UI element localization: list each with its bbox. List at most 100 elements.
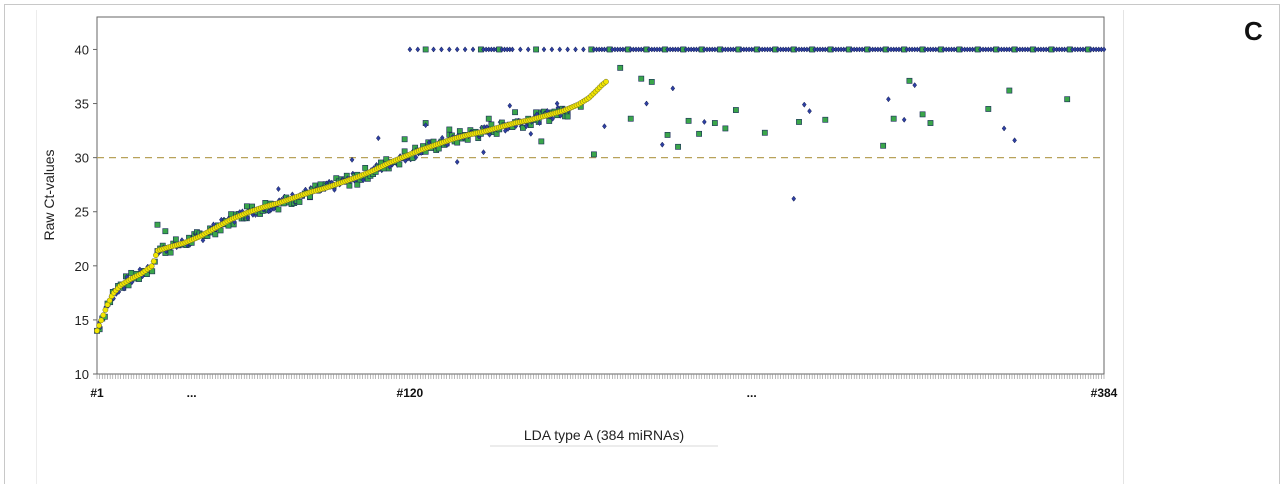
data-point — [275, 206, 282, 213]
data-point — [985, 106, 992, 112]
data-point — [431, 46, 436, 53]
data-point — [243, 203, 250, 210]
data-point — [796, 119, 802, 125]
data-point — [276, 185, 281, 193]
data-point — [423, 122, 428, 129]
data-point — [150, 258, 157, 265]
data-point — [121, 285, 127, 292]
panel-label: C — [1244, 16, 1263, 46]
data-point — [296, 199, 303, 205]
data-point — [401, 136, 408, 143]
data-point — [439, 46, 444, 53]
data-point — [346, 182, 353, 189]
data-point — [550, 115, 555, 122]
data-point — [153, 252, 159, 259]
data-point — [919, 111, 926, 118]
x-axis-label: LDA type A (384 miRNAs) — [524, 427, 684, 443]
data-point — [711, 120, 718, 126]
data-point — [245, 214, 250, 222]
x-axis: #1... #120... #384 — [90, 374, 1118, 400]
data-point — [447, 46, 452, 53]
data-point — [581, 46, 586, 53]
data-point — [1006, 87, 1013, 94]
data-point — [415, 46, 421, 53]
data-point — [128, 269, 135, 276]
data-point — [1064, 96, 1071, 103]
plot-area — [96, 16, 1105, 375]
x-tick-label: ... — [187, 386, 197, 400]
data-point — [403, 157, 408, 164]
data-point — [422, 46, 429, 53]
data-point — [407, 46, 413, 53]
data-point — [696, 130, 702, 137]
data-point — [886, 96, 891, 103]
data-point — [927, 120, 934, 126]
data-point — [733, 107, 739, 113]
data-point — [822, 116, 829, 123]
y-tick-label: 10 — [75, 367, 89, 382]
y-tick-label: 15 — [75, 313, 89, 328]
data-point — [362, 164, 369, 171]
data-point — [685, 117, 692, 124]
data-point — [510, 46, 515, 53]
x-tick-label: #1 — [90, 386, 104, 400]
data-point — [648, 79, 655, 85]
data-point — [525, 46, 531, 53]
data-point — [801, 101, 807, 108]
data-point — [890, 115, 897, 122]
data-point — [102, 307, 109, 313]
data-point — [549, 46, 555, 53]
data-point — [172, 236, 179, 243]
data-point — [154, 221, 161, 228]
data-point — [659, 141, 665, 148]
data-point — [537, 119, 542, 126]
data-point — [332, 186, 337, 193]
data-point — [487, 131, 492, 138]
y-axis: 10 15 20 25 30 35 40 — [75, 42, 97, 382]
data-point — [212, 231, 219, 238]
data-point — [538, 138, 545, 145]
data-point — [880, 142, 887, 149]
data-point — [761, 129, 768, 136]
y-tick-label: 20 — [75, 259, 89, 274]
data-point — [162, 228, 169, 235]
data-point — [462, 46, 468, 53]
x-tick-label: #120 — [397, 386, 424, 400]
y-axis-label: Raw Ct-values — [41, 149, 57, 240]
data-point — [573, 46, 578, 53]
data-point — [591, 151, 597, 158]
x-tick-label: #384 — [1091, 386, 1118, 400]
data-point — [470, 46, 476, 53]
data-point — [906, 77, 913, 84]
data-point — [349, 156, 355, 163]
data-point — [376, 135, 381, 142]
data-point — [167, 249, 174, 256]
data-point — [396, 161, 403, 168]
data-point — [541, 46, 547, 53]
y-tick-label: 40 — [75, 42, 89, 57]
data-point — [148, 263, 155, 270]
data-point — [565, 46, 570, 53]
data-point — [361, 177, 366, 184]
data-points — [94, 46, 1107, 334]
data-point — [507, 102, 513, 109]
data-point — [413, 154, 419, 161]
data-point — [456, 128, 463, 134]
data-point — [200, 237, 206, 244]
data-point — [96, 322, 102, 329]
data-point — [564, 113, 571, 120]
data-point — [791, 195, 797, 202]
plot-frame — [36, 10, 1124, 484]
data-point — [602, 123, 607, 130]
data-point — [94, 327, 100, 334]
data-point — [446, 126, 453, 133]
data-point — [454, 46, 460, 53]
data-point — [670, 85, 676, 92]
data-point — [517, 46, 523, 53]
data-point — [554, 100, 560, 107]
data-point — [1001, 125, 1007, 132]
data-point — [722, 125, 729, 132]
data-point — [807, 108, 812, 115]
y-tick-label: 25 — [75, 205, 89, 220]
